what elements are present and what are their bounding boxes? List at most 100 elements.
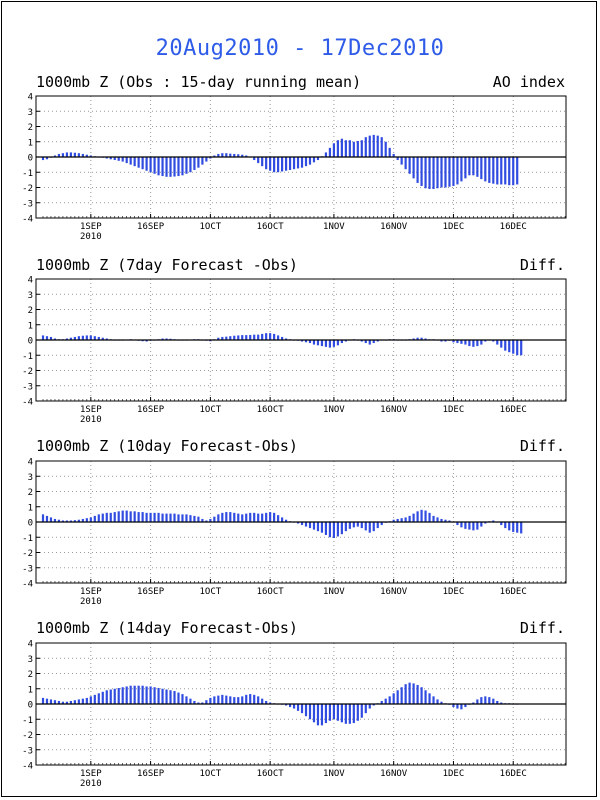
panel-2-bar bbox=[209, 340, 212, 342]
panel-4-bar bbox=[229, 696, 232, 704]
panel-2-bar bbox=[340, 340, 343, 344]
panel-1-bar bbox=[352, 141, 355, 157]
panel-4-bar bbox=[77, 699, 80, 704]
panel-1-bar bbox=[161, 157, 164, 177]
panel-3-bar bbox=[376, 522, 379, 529]
panel-3-bar bbox=[193, 515, 196, 522]
panel-4-bar bbox=[492, 698, 495, 704]
panel-1-bar bbox=[181, 157, 184, 176]
panel-3-bar bbox=[392, 519, 395, 522]
panel-3-bar bbox=[368, 522, 371, 533]
panel-1-bar bbox=[241, 154, 244, 157]
panel-1-bar bbox=[193, 157, 196, 170]
panel-1-bar bbox=[165, 157, 168, 177]
panel-1-bar bbox=[360, 140, 363, 157]
panel-2-xtick-label: 1SEP bbox=[80, 405, 102, 415]
panel-3-bar bbox=[492, 520, 495, 522]
panel-2-bar bbox=[300, 340, 304, 342]
panel-4-bar bbox=[97, 693, 100, 704]
panel-4-bar bbox=[308, 704, 312, 720]
panel-4-bar bbox=[241, 696, 244, 704]
panel-3-bar bbox=[360, 522, 363, 529]
panel-1-title: 1000mb Z (Obs : 15-day running mean) bbox=[36, 73, 362, 91]
panel-3-bar bbox=[348, 522, 351, 529]
panel-1-xtick-label: 16SEP bbox=[137, 222, 165, 232]
panel-2-ytick-label: 4 bbox=[28, 276, 33, 286]
panel-3-bar bbox=[468, 522, 471, 530]
panel-1-ytick-label: 4 bbox=[28, 93, 33, 103]
panel-1-right-label: AO index bbox=[492, 73, 565, 91]
panel-3-bar bbox=[69, 520, 72, 522]
panel-3-bar bbox=[45, 515, 49, 522]
panel-4-bar bbox=[284, 704, 288, 706]
panel-2-bar bbox=[85, 335, 88, 340]
panel-1-bar bbox=[121, 157, 124, 162]
panel-1-bar bbox=[500, 157, 503, 185]
panel-1-bar bbox=[261, 157, 264, 167]
panel-1-bar bbox=[328, 147, 332, 157]
panel-3-bar bbox=[205, 520, 208, 522]
panel-4-bar bbox=[480, 697, 483, 704]
panel-4-bar bbox=[388, 696, 391, 704]
panel-2-bar bbox=[508, 340, 511, 353]
panel-1-bar bbox=[77, 153, 80, 157]
panel-3-bar bbox=[217, 514, 220, 522]
panel-4-ytick-label: -4 bbox=[22, 762, 33, 772]
panel-3-bar bbox=[53, 518, 57, 522]
panel-4-bar bbox=[105, 690, 108, 704]
panel-2-bar bbox=[304, 340, 308, 343]
panel-3-bar bbox=[225, 512, 228, 522]
panel-3-bar bbox=[125, 510, 128, 522]
panel-4-bar bbox=[288, 704, 292, 708]
panel-3-bar bbox=[129, 511, 132, 522]
panel-3-bar bbox=[356, 522, 359, 527]
panel-3-bar bbox=[165, 513, 168, 522]
panel-1-bar bbox=[257, 157, 260, 164]
panel-1-bar bbox=[288, 157, 292, 170]
panel-2-bar bbox=[440, 340, 443, 342]
panel-4-bar bbox=[233, 697, 236, 704]
panel-2-bar bbox=[484, 340, 487, 342]
panel-2-xtick-label: 1OCT bbox=[200, 405, 222, 415]
panel-3-bar bbox=[508, 522, 511, 531]
panel-3-bar bbox=[101, 513, 104, 522]
panel-2-bar bbox=[233, 335, 236, 340]
panel-1-bar bbox=[245, 155, 248, 157]
panel-3-ytick-label: 3 bbox=[28, 473, 33, 483]
panel-3-title: 1000mb Z (10day Forecast-Obs) bbox=[36, 437, 298, 455]
panel-3-bar bbox=[149, 512, 152, 522]
panel-2-ytick-label: 0 bbox=[28, 337, 33, 347]
panel-1-bar bbox=[73, 152, 76, 157]
panel-4-bar bbox=[269, 702, 272, 704]
panel-3-bar bbox=[300, 522, 304, 526]
panel-3-bar bbox=[520, 522, 523, 534]
panel-2-bar bbox=[81, 335, 84, 340]
panel-3-bar bbox=[237, 513, 240, 522]
panel-4-bar bbox=[181, 694, 184, 704]
panel-3-ytick-label: -4 bbox=[22, 580, 33, 590]
panel-3-bar bbox=[97, 514, 100, 522]
panel-4-bar bbox=[464, 704, 467, 708]
panel-4-bar bbox=[348, 704, 351, 724]
panel-3-bar bbox=[484, 522, 487, 524]
panel-1-bar bbox=[281, 157, 284, 172]
panel-1-bar bbox=[304, 157, 308, 167]
panel-1-bar bbox=[153, 157, 156, 174]
panel-3-bar bbox=[85, 518, 88, 522]
panel-3-bar bbox=[49, 517, 53, 522]
panel-1-bar bbox=[277, 157, 280, 173]
panel-3-bar bbox=[432, 515, 435, 522]
panel-1-bar bbox=[456, 157, 459, 185]
panel-1-bar bbox=[488, 157, 491, 183]
panel-2-ytick-label: -3 bbox=[22, 382, 33, 392]
panel-3-bar bbox=[161, 513, 164, 522]
panel-1-xtick-label: 1OCT bbox=[200, 222, 222, 232]
panel-2-bar bbox=[444, 340, 447, 342]
panel-3-bar bbox=[400, 518, 403, 522]
panel-4-bar bbox=[265, 700, 268, 704]
panel-1-bar bbox=[476, 157, 479, 177]
panel-2-bar bbox=[65, 338, 69, 340]
panel-4-bar bbox=[292, 704, 296, 709]
panel-1-bar bbox=[472, 157, 475, 176]
panel-3-bar bbox=[444, 519, 447, 522]
